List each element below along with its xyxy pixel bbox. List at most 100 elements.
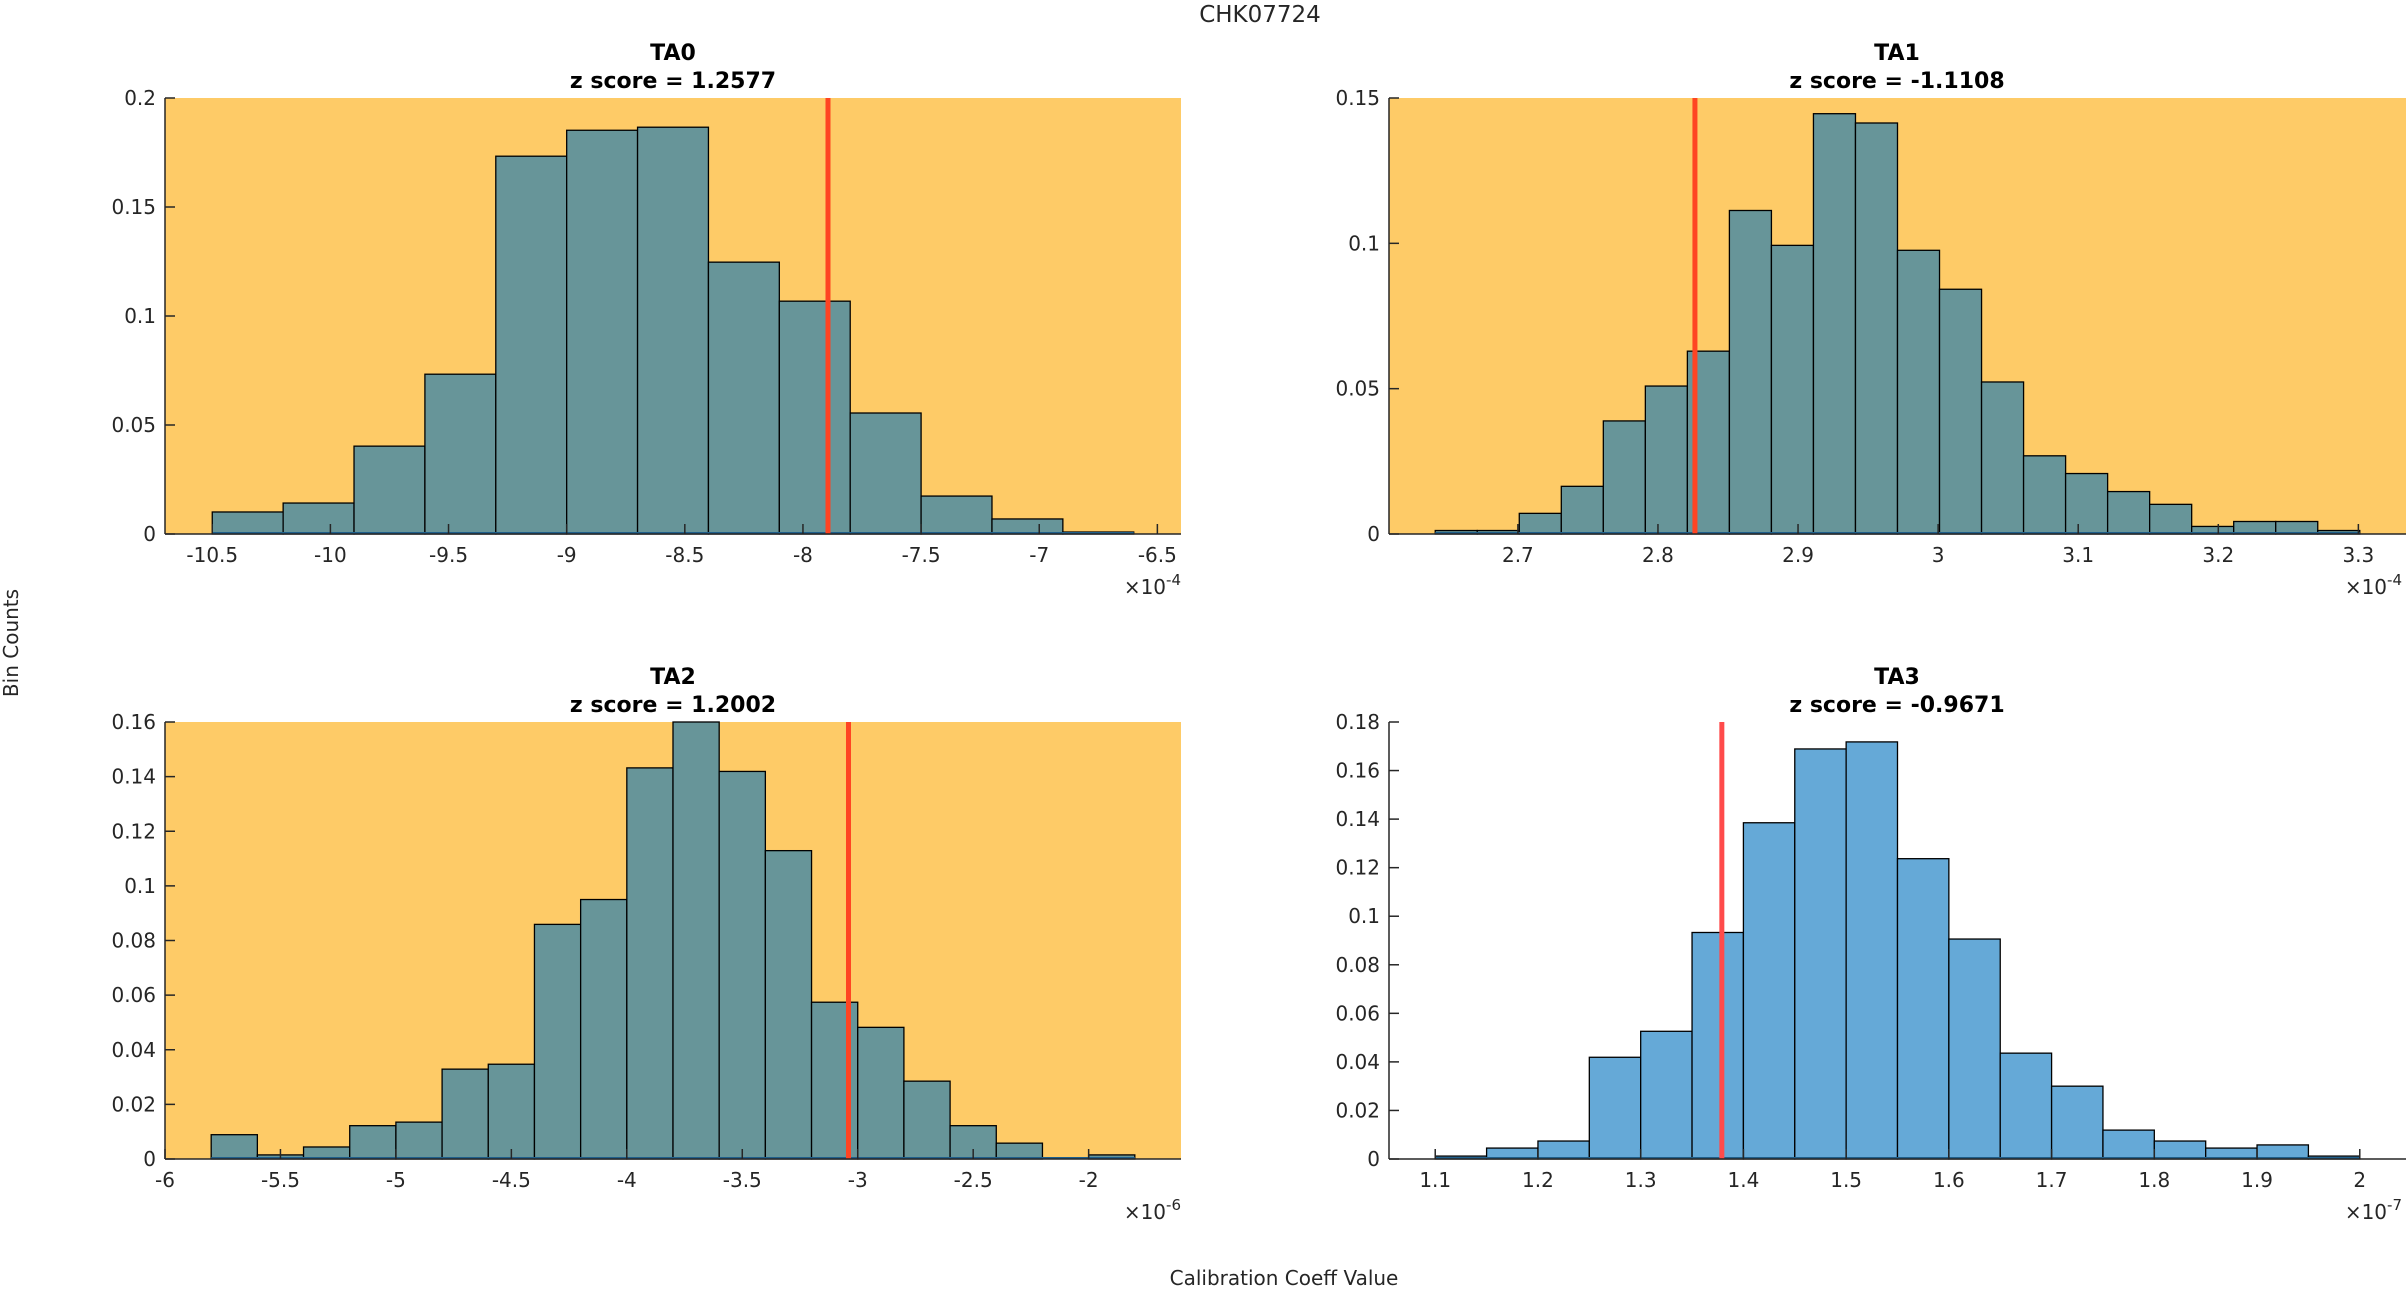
y-tick-label: 0 — [1367, 522, 1380, 546]
x-tick-label: 1.7 — [2036, 1168, 2068, 1192]
histogram-bar — [395, 1121, 443, 1160]
y-tick-label: 0.14 — [1335, 807, 1380, 831]
histogram-bar — [533, 923, 582, 1160]
histogram-bar — [349, 1125, 397, 1160]
histogram-bar — [579, 898, 628, 1160]
histogram-bar — [1980, 381, 2025, 535]
y-tick-label: 0.06 — [111, 983, 156, 1007]
y-tick-label: 0.18 — [1335, 710, 1380, 734]
x-tick-label: 1.4 — [1728, 1168, 1760, 1192]
subplot-ta0: TA0 z score = 1.2577 0 0.05 0.1 0.15 0.2 -10.… — [111, 41, 1181, 599]
x-tick-label: 1.3 — [1625, 1168, 1657, 1192]
x-tick-label: -10 — [314, 543, 347, 567]
x-tick-label: -10.5 — [186, 543, 238, 567]
histogram-bar — [1560, 485, 1604, 535]
exponent-power: -4 — [2387, 571, 2402, 589]
histogram-bar — [487, 1063, 536, 1160]
x-tick-label: 1.8 — [2138, 1168, 2170, 1192]
y-tick-label: 0.1 — [1348, 231, 1380, 255]
subplot-ta3: TA3 z score = -0.9671 0 0.02 0.04 0.06 0.08 0… — [1335, 665, 2406, 1224]
histogram-bar — [2148, 503, 2193, 535]
histogram-bar — [707, 261, 780, 535]
x-tick-label: -6 — [155, 1168, 175, 1192]
subplot-title: TA2 — [650, 665, 696, 690]
x-axis-exponent: ×10-4 — [2345, 571, 2402, 599]
histogram-bar — [1728, 209, 1773, 535]
x-tick-label: 2 — [2353, 1168, 2366, 1192]
y-axis-label: Bin Counts — [0, 589, 23, 697]
y-tick-label: 0.16 — [1335, 759, 1380, 783]
x-tick-label: 3.3 — [2342, 543, 2374, 567]
histogram-bar — [566, 129, 639, 535]
histogram-bar — [1896, 249, 1941, 535]
x-axis-label: Calibration Coeff Value — [1170, 1266, 1399, 1290]
subplot-ta1: TA1 z score = -1.1108 0 0.05 0.1 0.15 2.7 2.8… — [1335, 41, 2406, 599]
y-tick-label: 0.04 — [111, 1038, 156, 1062]
y-tick-label: 0 — [143, 1147, 156, 1171]
histogram-bar — [1794, 748, 1847, 1160]
y-tick-label: 0.08 — [1335, 953, 1380, 977]
histogram-bar — [1948, 938, 2001, 1160]
histogram-bar — [353, 445, 426, 535]
histogram-bar — [1999, 1052, 2053, 1160]
histogram-bar — [626, 767, 674, 1160]
y-tick-label: 0.1 — [1348, 904, 1380, 928]
histogram-bar — [1812, 113, 1857, 535]
y-tick-label: 0.15 — [111, 195, 156, 219]
exponent-base: ×10 — [2345, 1200, 2387, 1224]
x-axis-exponent: ×10-7 — [2345, 1196, 2402, 1224]
histogram-bar — [282, 502, 355, 535]
histogram-bar — [2022, 455, 2067, 535]
x-tick-label: -4 — [617, 1168, 637, 1192]
subplot-title: TA0 — [650, 41, 696, 66]
histogram-bar — [1602, 420, 1647, 535]
y-tick-label: 0.06 — [1335, 1001, 1380, 1025]
histogram-bar — [1640, 1030, 1693, 1160]
histogram-bar — [857, 1026, 905, 1160]
x-tick-label: -7 — [1029, 543, 1049, 567]
y-tick-label: 0.05 — [111, 413, 156, 437]
histogram-bar — [1938, 288, 1983, 535]
y-tick-label: 0.12 — [111, 819, 156, 843]
subplot-ta2: TA2 z score = 1.2002 0 0.02 0.04 0.06 0.08 0.… — [111, 665, 1181, 1224]
histogram-bar — [1644, 385, 1689, 535]
histogram-bar — [2106, 490, 2151, 535]
histogram-bar — [849, 412, 922, 535]
x-tick-label: -7.5 — [902, 543, 941, 567]
z-score-label: z score = 1.2577 — [570, 69, 776, 94]
histogram-bar — [1588, 1056, 1642, 1160]
x-tick-label: -8 — [793, 543, 813, 567]
z-score-label: z score = -0.9671 — [1789, 693, 2004, 718]
histogram-bar — [424, 373, 497, 535]
exponent-power: -4 — [1166, 571, 1181, 589]
y-tick-label: 0.05 — [1335, 377, 1380, 401]
histogram-bar — [1518, 512, 1562, 535]
y-tick-label: 0.02 — [1335, 1098, 1380, 1122]
histogram-bar — [718, 770, 767, 1160]
x-tick-label: -2 — [1079, 1168, 1099, 1192]
histogram-bar — [1691, 931, 1745, 1160]
histogram-bar — [2050, 1085, 2104, 1160]
x-tick-label: 1.1 — [1419, 1168, 1451, 1192]
x-tick-label: -3 — [848, 1168, 868, 1192]
exponent-base: ×10 — [1124, 575, 1166, 599]
x-tick-label: -9 — [557, 543, 577, 567]
y-tick-label: 0.15 — [1335, 86, 1380, 110]
x-tick-label: -2.5 — [954, 1168, 993, 1192]
x-tick-label: 3.1 — [2062, 543, 2094, 567]
x-tick-label: -5 — [386, 1168, 406, 1192]
x-tick-label: 1.9 — [2241, 1168, 2273, 1192]
y-tick-label: 0.04 — [1335, 1050, 1380, 1074]
z-score-label: z score = -1.1108 — [1789, 69, 2004, 94]
y-tick-label: 0.1 — [124, 304, 156, 328]
histogram-bar — [495, 155, 568, 535]
x-tick-label: 3.2 — [2202, 543, 2234, 567]
histogram-bar — [1770, 244, 1815, 535]
histogram-bar — [764, 849, 813, 1160]
x-tick-label: 1.5 — [1830, 1168, 1862, 1192]
y-tick-label: 0.12 — [1335, 856, 1380, 880]
x-tick-label: -3.5 — [723, 1168, 762, 1192]
figure-title: CHK07724 — [1199, 2, 1321, 28]
x-tick-label: -4.5 — [492, 1168, 531, 1192]
